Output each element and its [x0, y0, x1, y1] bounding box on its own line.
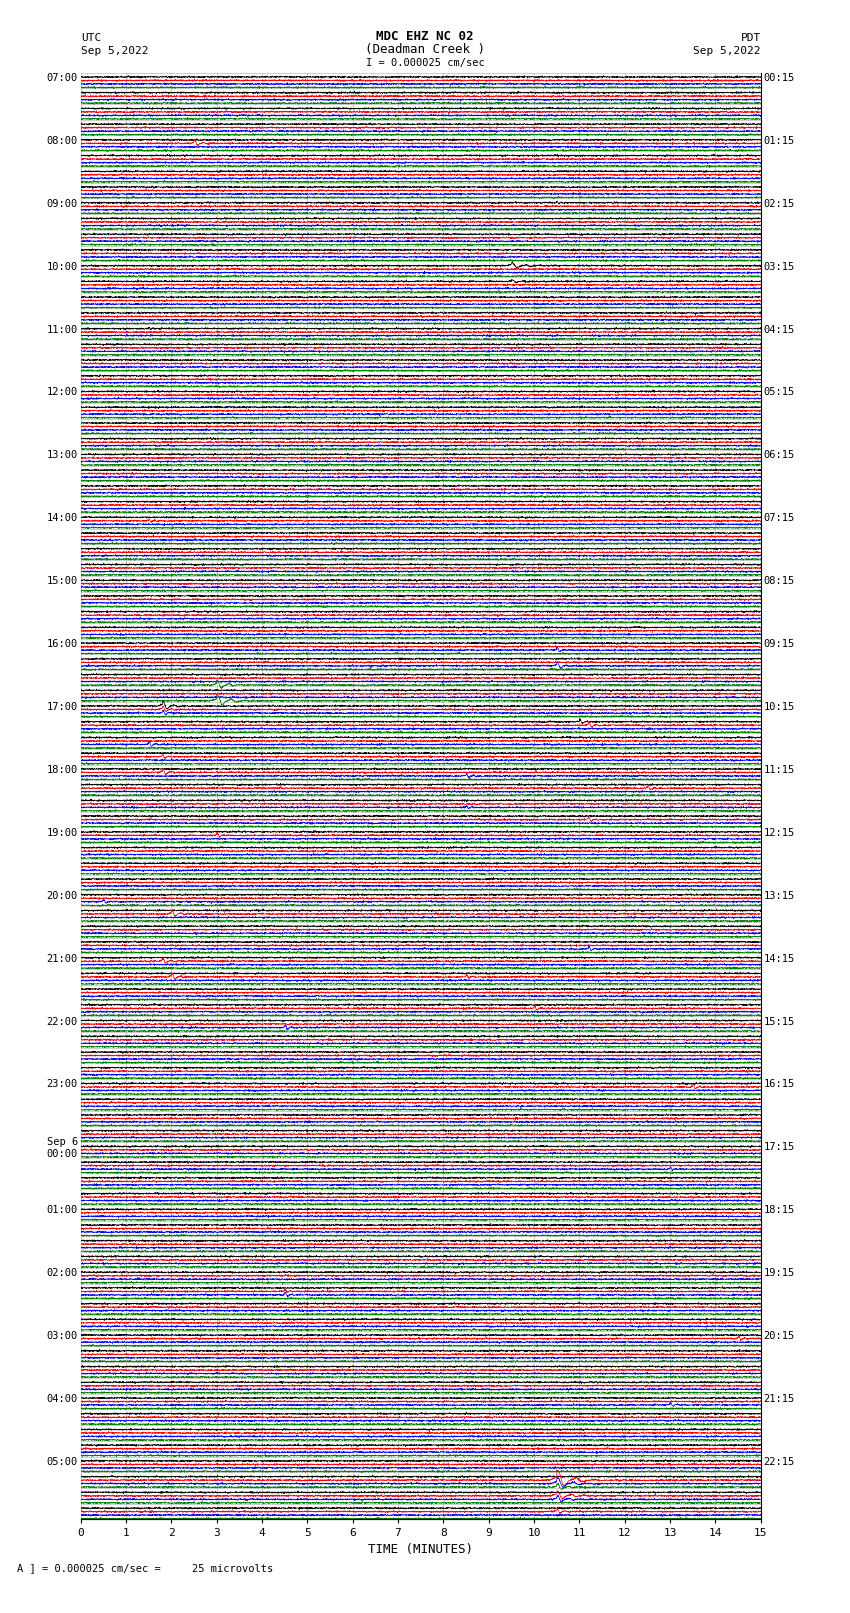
Text: UTC: UTC [81, 32, 101, 44]
Text: Sep 5,2022: Sep 5,2022 [694, 47, 761, 56]
Text: PDT: PDT [740, 32, 761, 44]
Text: Sep 5,2022: Sep 5,2022 [81, 47, 148, 56]
Text: MDC EHZ NC 02: MDC EHZ NC 02 [377, 29, 473, 44]
X-axis label: TIME (MINUTES): TIME (MINUTES) [368, 1542, 473, 1555]
Text: A ] = 0.000025 cm/sec =     25 microvolts: A ] = 0.000025 cm/sec = 25 microvolts [17, 1563, 273, 1573]
Text: (Deadman Creek ): (Deadman Creek ) [365, 44, 485, 56]
Text: I = 0.000025 cm/sec: I = 0.000025 cm/sec [366, 58, 484, 68]
